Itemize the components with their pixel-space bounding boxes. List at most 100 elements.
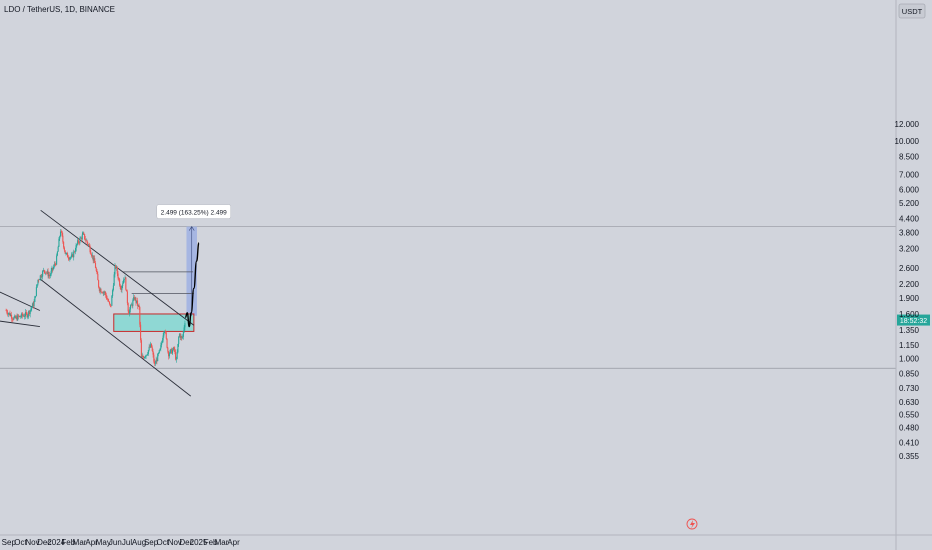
- candle[interactable]: [136, 300, 138, 304]
- candle[interactable]: [135, 296, 137, 306]
- candle[interactable]: [73, 249, 75, 261]
- candle[interactable]: [97, 271, 99, 281]
- candle[interactable]: [41, 274, 43, 279]
- candle[interactable]: [39, 275, 41, 281]
- candle[interactable]: [52, 264, 55, 271]
- candle[interactable]: [125, 276, 127, 291]
- candle[interactable]: [71, 251, 73, 257]
- candle[interactable]: [160, 342, 162, 352]
- candle[interactable]: [32, 301, 34, 309]
- candle[interactable]: [104, 290, 106, 296]
- candle[interactable]: [90, 250, 92, 255]
- candle[interactable]: [180, 333, 182, 341]
- candle[interactable]: [80, 236, 83, 243]
- candle[interactable]: [123, 279, 125, 283]
- candle[interactable]: [22, 314, 24, 317]
- candle[interactable]: [137, 304, 139, 307]
- candle[interactable]: [124, 275, 126, 280]
- candle[interactable]: [62, 232, 64, 244]
- candle[interactable]: [141, 352, 143, 358]
- demand-zone[interactable]: [113, 313, 195, 332]
- candle[interactable]: [173, 346, 175, 352]
- candle[interactable]: [21, 312, 23, 319]
- candle[interactable]: [14, 314, 16, 319]
- candle[interactable]: [98, 286, 100, 293]
- candle[interactable]: [31, 306, 33, 312]
- candle[interactable]: [25, 309, 27, 315]
- candle[interactable]: [61, 230, 63, 237]
- candle[interactable]: [140, 321, 142, 343]
- candle[interactable]: [6, 309, 8, 315]
- candle[interactable]: [164, 329, 167, 335]
- candle[interactable]: [65, 252, 67, 256]
- candle[interactable]: [63, 241, 65, 250]
- candle[interactable]: [122, 281, 124, 289]
- candle[interactable]: [153, 352, 155, 364]
- candle[interactable]: [85, 238, 87, 241]
- candle[interactable]: [23, 313, 25, 318]
- candle[interactable]: [131, 303, 133, 308]
- candle[interactable]: [10, 311, 13, 322]
- candle[interactable]: [150, 343, 153, 348]
- candle[interactable]: [21, 312, 23, 319]
- candle[interactable]: [66, 251, 69, 258]
- candle[interactable]: [127, 302, 129, 313]
- candle[interactable]: [66, 252, 68, 255]
- candle[interactable]: [184, 320, 186, 331]
- candle[interactable]: [15, 315, 17, 320]
- candle[interactable]: [17, 313, 19, 321]
- candle[interactable]: [24, 313, 26, 320]
- candle[interactable]: [17, 314, 20, 320]
- candle[interactable]: [102, 291, 104, 297]
- candle[interactable]: [67, 254, 69, 262]
- candle[interactable]: [59, 229, 62, 238]
- candle[interactable]: [112, 283, 114, 292]
- candle[interactable]: [57, 245, 59, 252]
- candle[interactable]: [161, 337, 163, 344]
- candle[interactable]: [92, 255, 94, 264]
- candle[interactable]: [150, 341, 152, 349]
- candle[interactable]: [163, 331, 165, 338]
- candle[interactable]: [49, 272, 51, 279]
- candle[interactable]: [132, 298, 134, 309]
- candle[interactable]: [111, 295, 113, 306]
- candle[interactable]: [78, 241, 80, 246]
- candle[interactable]: [177, 343, 179, 354]
- candle[interactable]: [142, 354, 144, 359]
- candle[interactable]: [70, 256, 72, 260]
- candle[interactable]: [7, 309, 9, 317]
- candle[interactable]: [171, 347, 174, 355]
- candle[interactable]: [129, 307, 131, 317]
- candle[interactable]: [107, 297, 109, 302]
- candle[interactable]: [117, 270, 119, 281]
- candle[interactable]: [38, 278, 41, 281]
- candle[interactable]: [87, 241, 89, 247]
- candle[interactable]: [175, 349, 177, 361]
- candle[interactable]: [133, 294, 135, 302]
- candle[interactable]: [108, 301, 111, 306]
- candle[interactable]: [51, 265, 53, 274]
- candle[interactable]: [114, 263, 116, 278]
- candle[interactable]: [146, 354, 148, 356]
- candle[interactable]: [43, 269, 45, 274]
- candle[interactable]: [157, 352, 160, 357]
- candle[interactable]: [161, 340, 163, 348]
- candle[interactable]: [175, 356, 177, 363]
- candle[interactable]: [100, 287, 102, 293]
- projection-path[interactable]: [184, 242, 200, 328]
- candle[interactable]: [73, 250, 76, 254]
- candle[interactable]: [174, 346, 176, 355]
- trendline[interactable]: [39, 278, 192, 397]
- candle[interactable]: [112, 288, 114, 298]
- candle[interactable]: [69, 256, 71, 262]
- candle[interactable]: [149, 344, 151, 348]
- candle[interactable]: [138, 303, 140, 310]
- candle[interactable]: [147, 351, 149, 356]
- candle[interactable]: [152, 348, 154, 358]
- candle[interactable]: [143, 355, 145, 360]
- candle[interactable]: [103, 290, 105, 296]
- candle[interactable]: [96, 269, 98, 275]
- candle[interactable]: [154, 358, 156, 367]
- candle[interactable]: [64, 250, 66, 254]
- lightning-icon[interactable]: [686, 518, 698, 530]
